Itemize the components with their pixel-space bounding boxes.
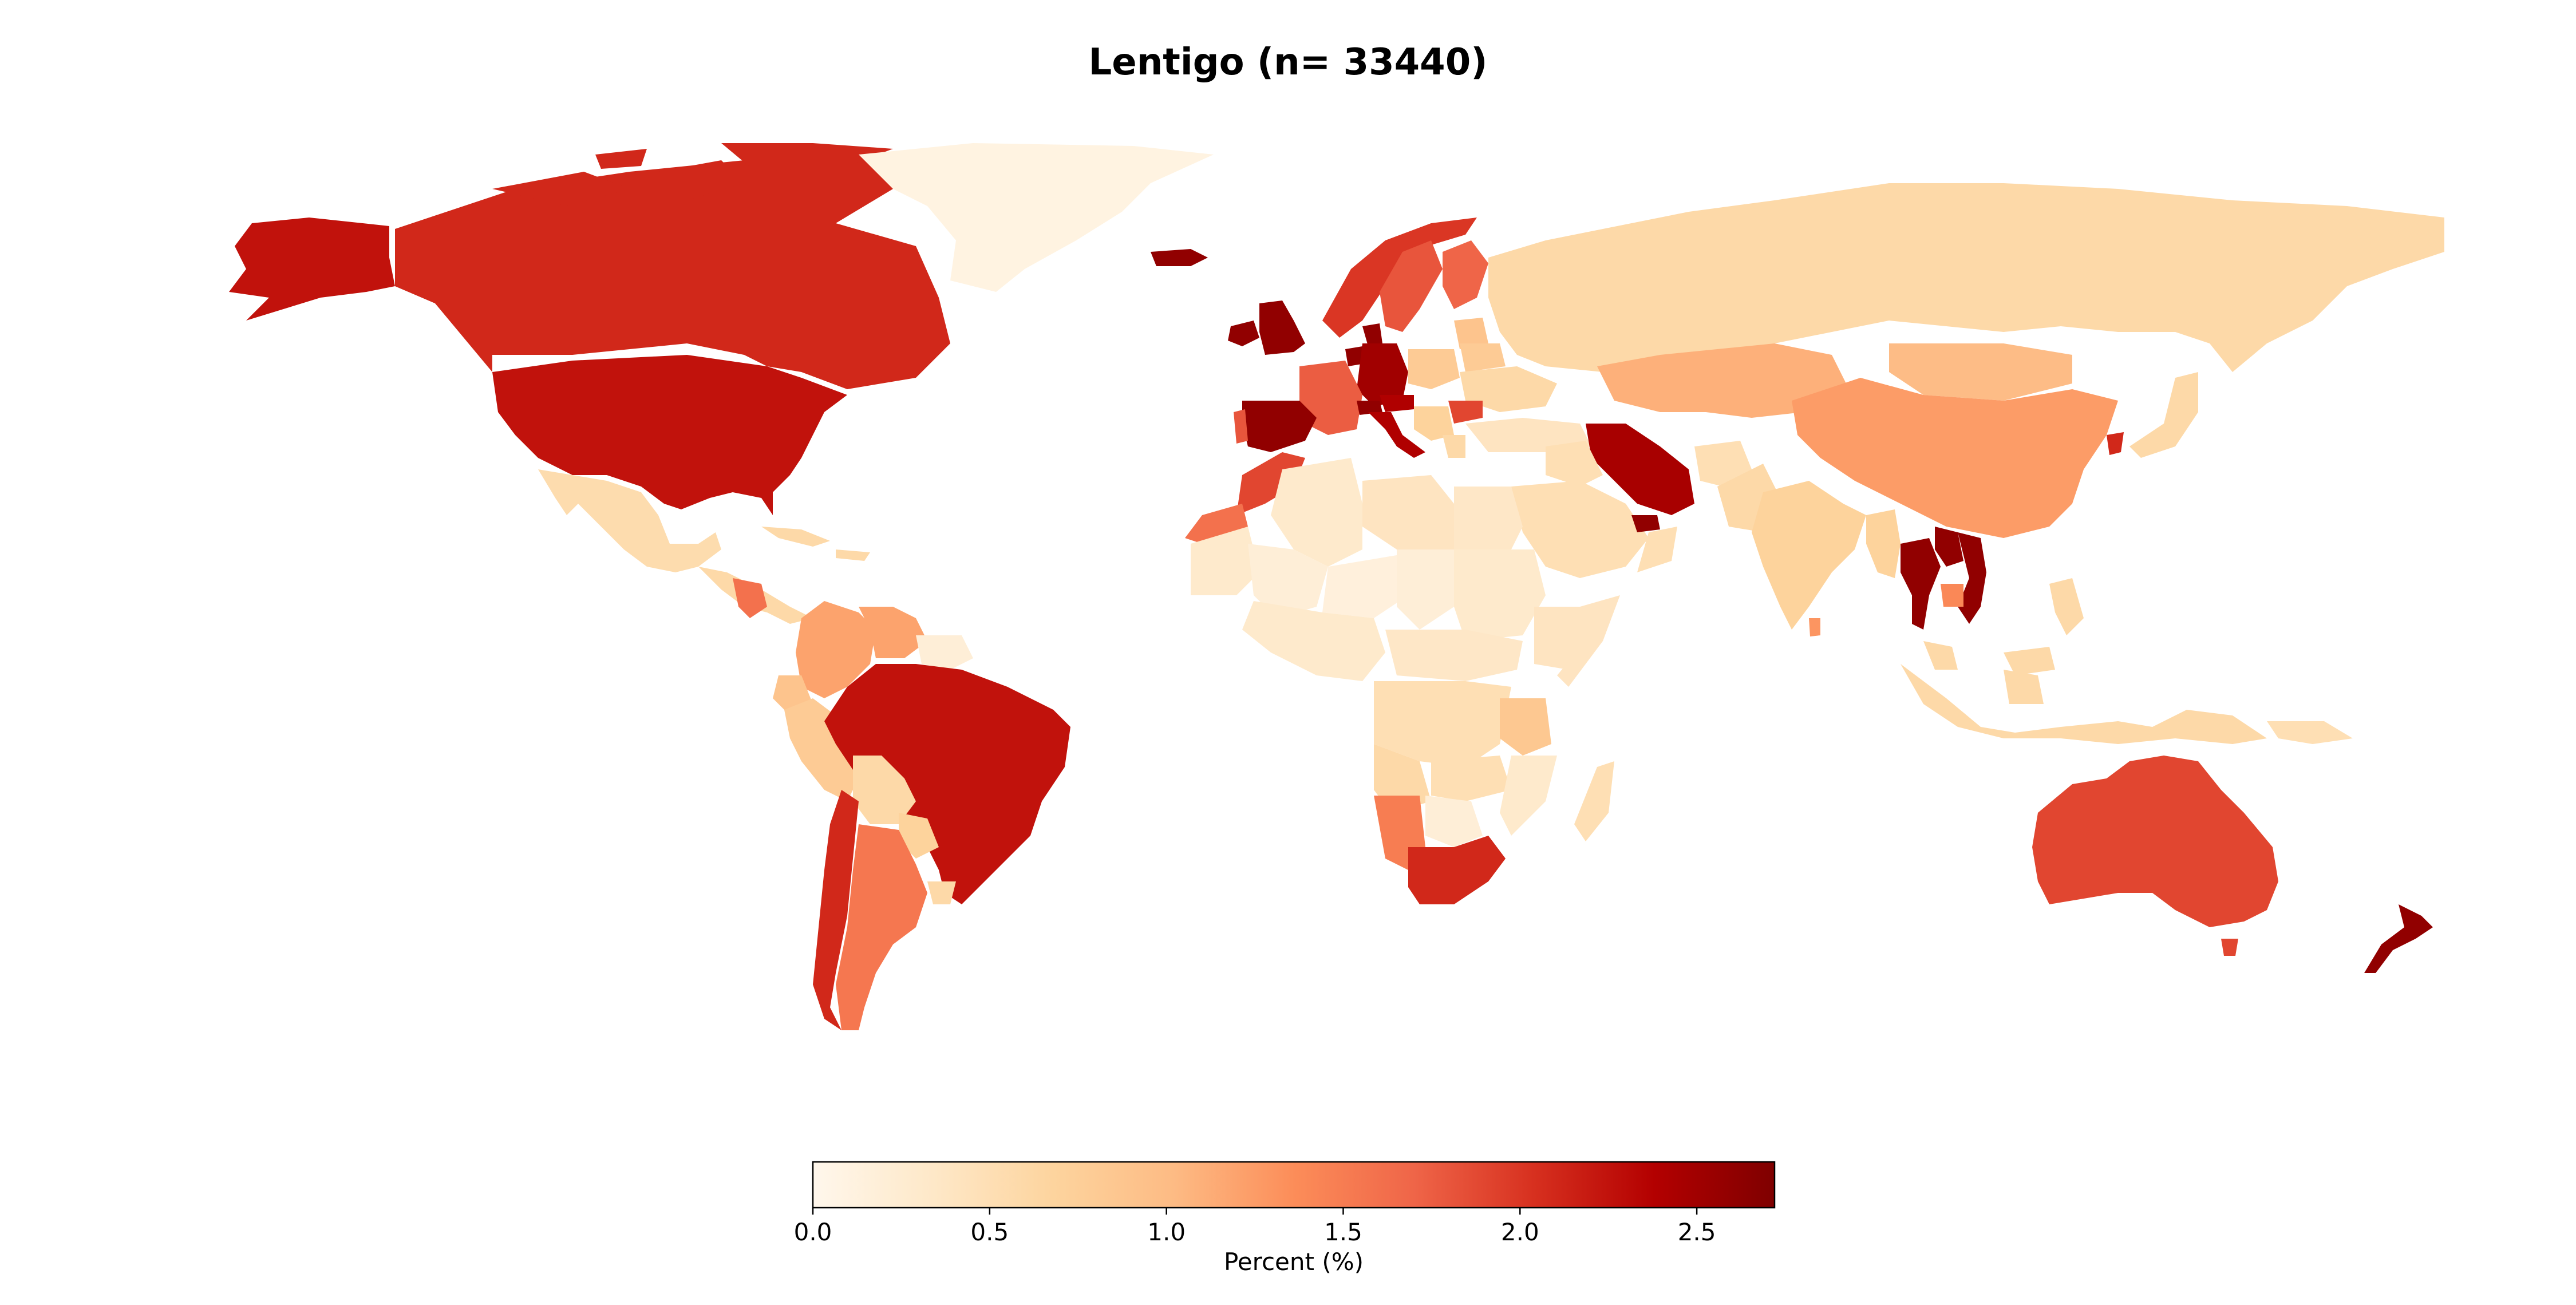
country-argentina <box>836 824 927 1030</box>
country-peru <box>784 698 859 801</box>
country-tanzania <box>1500 698 1551 756</box>
country-sudan <box>1454 549 1546 641</box>
country-australia <box>2032 756 2278 927</box>
country-denmark <box>1362 323 1382 346</box>
country-greenland <box>859 143 1214 292</box>
country-myanmar <box>1866 509 1901 578</box>
country-ukraine <box>1460 366 1557 412</box>
country-sweden <box>1380 240 1443 332</box>
country-botswana <box>1425 796 1483 847</box>
country-egypt <box>1454 487 1523 549</box>
country-zambia <box>1431 756 1511 801</box>
country-sri-lanka <box>1809 618 1820 636</box>
country-iceland <box>1151 249 1208 266</box>
country-chile <box>813 790 859 1030</box>
country-philippines <box>2049 578 2084 635</box>
country-switzerland <box>1357 401 1382 415</box>
country-poland <box>1408 349 1460 389</box>
country-chad <box>1397 549 1454 630</box>
country-thailand <box>1901 538 1941 630</box>
country-mali <box>1248 544 1328 618</box>
country-papua-new-guinea <box>2267 721 2353 744</box>
country-oman <box>1637 527 1677 572</box>
country-iran <box>1586 424 1694 515</box>
country-indonesia <box>1901 664 2267 744</box>
country-usa <box>492 355 847 515</box>
country-turkey <box>1465 418 1591 452</box>
country-uae <box>1631 515 1660 532</box>
country-nigeria <box>1242 601 1385 681</box>
colorbar-tick-label: 1.0 <box>1147 1218 1186 1246</box>
country-western-sahara <box>1185 504 1248 544</box>
country-canada-islands <box>492 143 893 206</box>
country-cuba <box>761 527 870 561</box>
colorbar-label: Percent (%) <box>1223 1248 1364 1276</box>
country-brazil <box>824 664 1070 904</box>
country-korea <box>2107 432 2124 455</box>
colorbar-ticks <box>812 1208 1698 1215</box>
country-uruguay <box>927 881 956 904</box>
colorbar-tick-label: 0.5 <box>970 1218 1009 1246</box>
country-mauritania <box>1191 527 1259 595</box>
country-paraguay <box>899 813 939 859</box>
country-afghanistan <box>1694 441 1752 487</box>
country-russia <box>1488 183 2444 372</box>
country-mexico <box>538 469 721 572</box>
colorbar-tick-label: 2.0 <box>1500 1218 1539 1246</box>
country-canada <box>395 149 950 389</box>
country-iraq <box>1546 441 1603 487</box>
country-india <box>1752 481 1866 630</box>
colorbar-tick-label: 1.5 <box>1324 1218 1362 1246</box>
country-central-africa <box>1385 630 1523 681</box>
country-tasmania <box>2221 939 2238 956</box>
country-belarus <box>1460 343 1506 372</box>
country-venezuela <box>859 607 927 658</box>
country-bolivia <box>853 756 916 824</box>
country-laos <box>1935 527 1963 567</box>
colorbar-gradient <box>812 1161 1776 1209</box>
map-title: Lentigo (n= 33440) <box>1088 41 1488 84</box>
country-japan <box>2129 372 2198 458</box>
country-china <box>1792 378 2118 538</box>
country-madagascar <box>1574 761 1614 841</box>
country-cambodia <box>1941 584 1963 607</box>
country-colombia <box>796 601 876 698</box>
country-new-zealand <box>2364 904 2433 973</box>
country-morocco <box>1236 452 1305 515</box>
country-guatemala <box>733 578 767 618</box>
country-bulgaria <box>1448 401 1483 424</box>
country-alaska <box>229 217 395 321</box>
country-balkans <box>1414 406 1454 441</box>
country-malaysia <box>1923 641 2055 675</box>
country-layer <box>229 143 2444 1030</box>
country-ireland <box>1228 321 1259 346</box>
country-germany <box>1357 343 1408 406</box>
country-baltics <box>1454 318 1488 349</box>
country-greece <box>1443 435 1465 458</box>
country-south-africa <box>1408 836 1506 904</box>
country-vietnam <box>1958 532 1986 624</box>
country-mongolia <box>1889 343 2072 401</box>
country-uk <box>1259 300 1305 355</box>
country-saudi-arabia <box>1511 481 1649 578</box>
country-algeria <box>1271 458 1362 567</box>
country-spain <box>1242 401 1317 452</box>
country-norway <box>1322 217 1477 338</box>
country-mozambique <box>1500 756 1557 836</box>
country-niger <box>1322 555 1408 618</box>
country-congo <box>1374 681 1511 767</box>
country-somalia <box>1557 595 1620 687</box>
colorbar-tick-label: 2.5 <box>1677 1218 1716 1246</box>
country-finland <box>1443 240 1488 309</box>
country-portugal <box>1234 409 1248 444</box>
country-austria <box>1380 395 1414 412</box>
country-italy <box>1368 412 1425 458</box>
colorbar-tick-label: 0.0 <box>793 1218 832 1246</box>
country-libya <box>1362 475 1454 549</box>
colorbar <box>812 1161 1776 1215</box>
country-kazakhstan <box>1597 343 1849 418</box>
country-guiana <box>916 635 973 670</box>
